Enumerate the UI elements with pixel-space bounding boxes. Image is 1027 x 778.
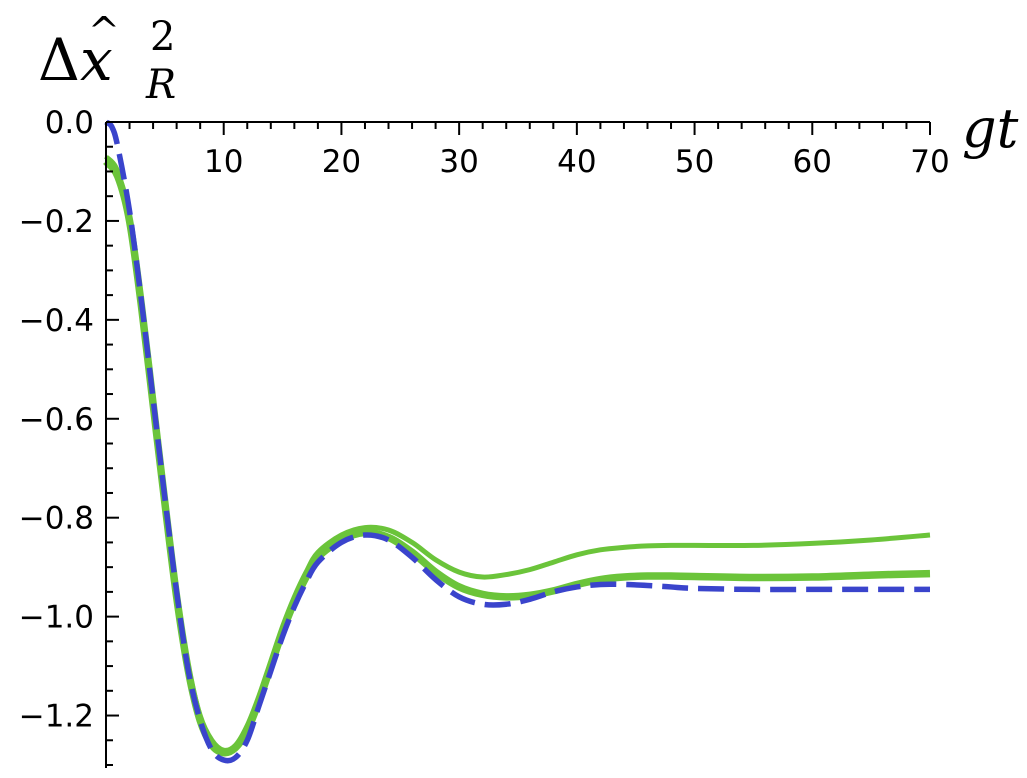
axes-layer	[105, 121, 930, 768]
x-tick-label: 20	[322, 144, 361, 180]
y-tick-label: −1.0	[19, 600, 94, 636]
y-tick-label: −0.6	[19, 402, 94, 438]
y-tick-label: −0.4	[19, 303, 94, 339]
x-tick-label: 70	[910, 144, 949, 180]
y-tick-label: −1.2	[19, 699, 94, 735]
tick-layer: 10 20 30 40 50 60 70 0.0 −0.2 −0.4 −0.6 −0.8 −1.0 −1.…	[19, 105, 950, 766]
x-tick-label: 30	[439, 144, 478, 180]
series-line-blue-dashed	[104, 119, 930, 764]
x-tick-label: 40	[557, 144, 596, 180]
series-line-green-thin	[104, 154, 931, 753]
series-layer	[103, 119, 931, 764]
series-line-green-thick	[103, 158, 931, 757]
y-tick-label: 0.0	[45, 105, 94, 141]
y-axis-title-sup: 2	[150, 14, 175, 60]
y-axis-title: Δ x ^ 2 R	[38, 9, 176, 108]
x-tick-label: 50	[675, 144, 714, 180]
y-axis-title-sub: R	[145, 62, 176, 108]
x-tick-label: 60	[793, 144, 832, 180]
y-axis-title-symbol: Δ	[38, 26, 80, 94]
y-axis-title-hat: ^	[88, 9, 120, 53]
x-axis-title: gt	[962, 97, 1019, 160]
y-tick-label: −0.2	[19, 204, 94, 240]
y-tick-label: −0.8	[19, 501, 94, 537]
x-tick-label: 10	[204, 144, 243, 180]
y-axis-title-var: x	[80, 26, 113, 94]
